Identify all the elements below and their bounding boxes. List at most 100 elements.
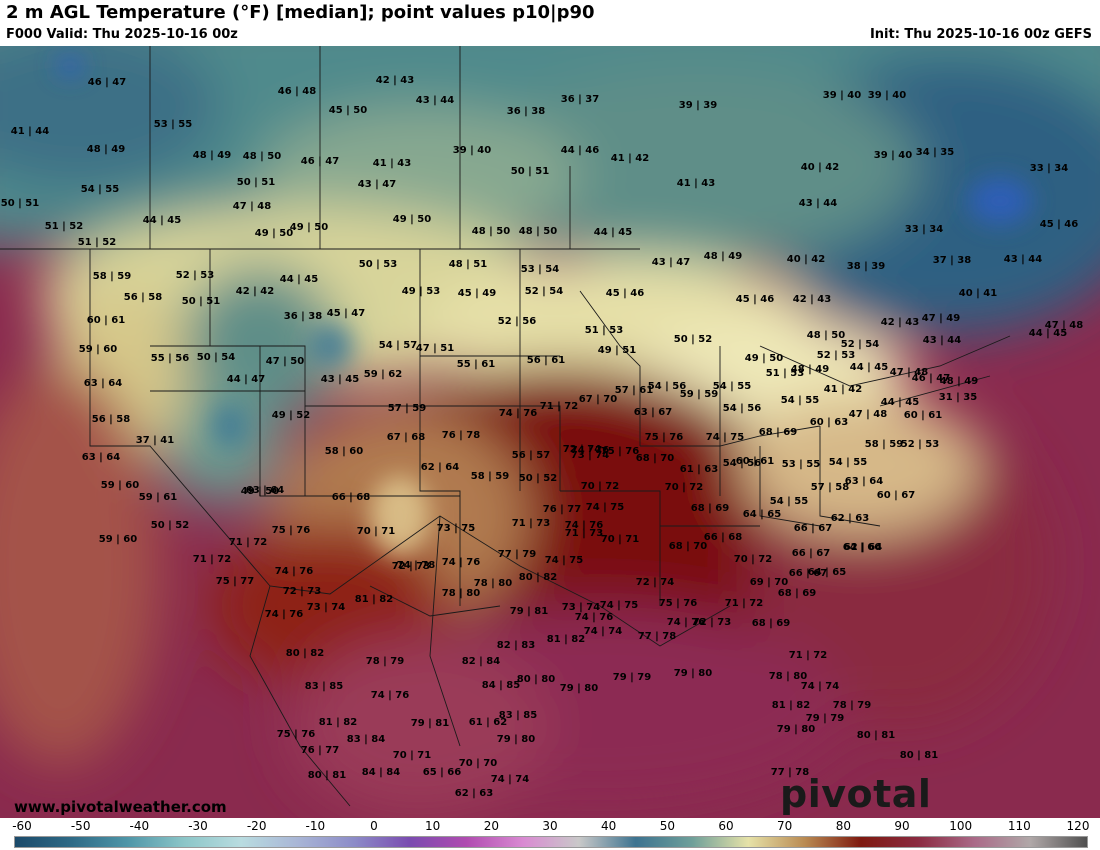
point-value-label: 82 | 83 xyxy=(496,640,536,651)
point-value-label: 48 | 49 xyxy=(86,144,126,155)
temperature-map[interactable]: 46 | 47 46 | 48 42 | 43 43 | 44 36 | 37 39 | … xyxy=(0,46,1100,818)
point-value-label: 51 | 53 xyxy=(765,368,805,379)
point-value-label: 62 | 64 xyxy=(420,462,460,473)
point-value-label: 54 | 55 xyxy=(780,395,820,406)
point-value-label: 78 | 80 xyxy=(441,588,481,599)
color-scale: -60 -50 -40 -30 -20 -10 0 10 20 30 40 50 60 70 80 90 100… xyxy=(0,818,1100,850)
point-value-label: 71 | 72 xyxy=(539,401,579,412)
point-value-label: 68 | 70 xyxy=(668,541,708,552)
point-value-label: 36 | 38 xyxy=(283,311,323,322)
point-value-label: 80 | 80 xyxy=(516,674,556,685)
point-value-label: 42 | 43 xyxy=(792,294,832,305)
point-value-label: 72 | 74 xyxy=(635,577,675,588)
point-value-label: 47 | 50 xyxy=(265,356,305,367)
point-value-label: 54 | 55 xyxy=(712,381,752,392)
point-value-label: 54 | 57 xyxy=(378,340,418,351)
point-value-label: 41 | 43 xyxy=(676,178,716,189)
point-value-label: 80 | 81 xyxy=(856,730,896,741)
point-value-label: 49 | 50 xyxy=(392,214,432,225)
valid-time: F000 Valid: Thu 2025-10-16 00z xyxy=(6,27,238,42)
point-value-label: 76 | 77 xyxy=(542,504,582,515)
point-value-label: 83 | 85 xyxy=(498,710,538,721)
point-value-label: 50 | 51 xyxy=(236,177,276,188)
point-value-label: 74 | 74 xyxy=(490,774,530,785)
point-value-label: 45 | 46 xyxy=(605,288,645,299)
point-value-label: 74 | 76 xyxy=(274,566,314,577)
point-value-label: 58 | 60 xyxy=(324,446,364,457)
point-value-label: 62 | 64 xyxy=(843,542,883,553)
point-value-label: 70 | 71 xyxy=(392,750,432,761)
point-value-label: 60 | 63 xyxy=(809,417,849,428)
point-value-label: 45 | 50 xyxy=(328,105,368,116)
point-value-label: 44 | 45 xyxy=(593,227,633,238)
point-value-label: 81 | 82 xyxy=(546,634,586,645)
point-value-label: 74 | 76 xyxy=(264,609,304,620)
point-value-label: 59 | 60 xyxy=(98,534,138,545)
scale-tick-label: -40 xyxy=(129,819,150,833)
point-value-label: 48 | 51 xyxy=(448,259,488,270)
point-value-label: 51 | 52 xyxy=(77,237,117,248)
point-value-label: 73 | 74 xyxy=(561,602,601,613)
point-value-label: 79 | 81 xyxy=(410,718,450,729)
point-value-label: 45 | 49 xyxy=(457,288,497,299)
point-value-label: 79 | 81 xyxy=(509,606,549,617)
point-value-label: 67 | 68 xyxy=(386,432,426,443)
scale-tick-label: 110 xyxy=(1007,819,1031,833)
point-value-label: 39 | 39 xyxy=(678,100,718,111)
point-value-label: 45 | 47 xyxy=(326,308,366,319)
point-value-label: 70 | 71 xyxy=(356,526,396,537)
point-value-label: 43 | 45 xyxy=(320,374,360,385)
point-value-label: 57 | 59 xyxy=(387,403,427,414)
point-value-label: 57 | 58 xyxy=(810,482,850,493)
point-value-label: 49 | 50 xyxy=(289,222,329,233)
political-borders xyxy=(0,46,1011,807)
point-value-label: 33 | 34 xyxy=(904,224,944,235)
point-value-label: 75 | 76 xyxy=(600,446,640,457)
point-value-label: 68 | 69 xyxy=(777,588,817,599)
point-value-label: 41 | 43 xyxy=(372,158,412,169)
point-value-label: 74 | 76 xyxy=(666,617,706,628)
point-value-label: 77 | 79 xyxy=(497,549,537,560)
point-value-label: 71 | 72 xyxy=(228,537,268,548)
scale-tick-label: 10 xyxy=(425,819,441,833)
scale-tick-label: -60 xyxy=(12,819,32,833)
point-value-label: 76 | 78 xyxy=(441,430,481,441)
map-header: 2 m AGL Temperature (°F) [median]; point… xyxy=(0,0,1100,46)
point-value-label: 59 | 59 xyxy=(679,389,719,400)
point-value-label: 70 | 72 xyxy=(733,554,773,565)
point-value-label: 82 | 84 xyxy=(461,656,501,667)
point-value-label: 54 | 55 xyxy=(769,496,809,507)
point-value-label: 43 | 44 xyxy=(798,198,838,209)
point-value-label: 44 | 45 xyxy=(880,397,920,408)
point-value-label: 48 | 49 xyxy=(192,150,232,161)
scale-tick-label: 100 xyxy=(949,819,973,833)
point-value-label: 66 | 68 xyxy=(331,492,371,503)
point-value-label: 55 | 56 xyxy=(150,353,190,364)
scale-tick-label: 80 xyxy=(835,819,851,833)
point-value-label: 74 | 76 xyxy=(574,612,614,623)
point-value-label: 53 | 54 xyxy=(520,264,560,275)
point-value-label: 46 | 47 xyxy=(911,373,951,384)
point-value-label: 68 | 69 xyxy=(690,503,730,514)
point-value-label: 39 | 40 xyxy=(822,90,862,101)
point-value-label: 52 | 53 xyxy=(900,439,940,450)
point-value-label: 76 | 77 xyxy=(300,745,340,756)
point-value-label: 70 | 72 xyxy=(664,482,704,493)
point-value-label: 51 | 52 xyxy=(44,221,84,232)
point-value-label: 52 | 54 xyxy=(524,286,564,297)
point-value-label: 79 | 80 xyxy=(559,683,599,694)
point-value-label: 54 | 56 xyxy=(722,403,762,414)
temperature-field xyxy=(0,46,1100,818)
point-value-label: 43 | 47 xyxy=(357,179,397,190)
point-value-label: 37 | 38 xyxy=(932,255,972,266)
point-value-label: 52 | 53 xyxy=(816,350,856,361)
point-value-label: 42 | 42 xyxy=(235,286,275,297)
point-value-label: 71 | 73 xyxy=(564,528,604,539)
point-value-label: 57 | 61 xyxy=(614,385,654,396)
point-value-label: 78 | 79 xyxy=(365,656,405,667)
point-value-label: 53 | 55 xyxy=(781,459,821,470)
point-value-label: 44 | 45 xyxy=(279,274,319,285)
point-value-label: 73 | 75 xyxy=(436,523,476,534)
point-value-label: 52 | 56 xyxy=(497,316,537,327)
point-value-label: 78 | 79 xyxy=(832,700,872,711)
